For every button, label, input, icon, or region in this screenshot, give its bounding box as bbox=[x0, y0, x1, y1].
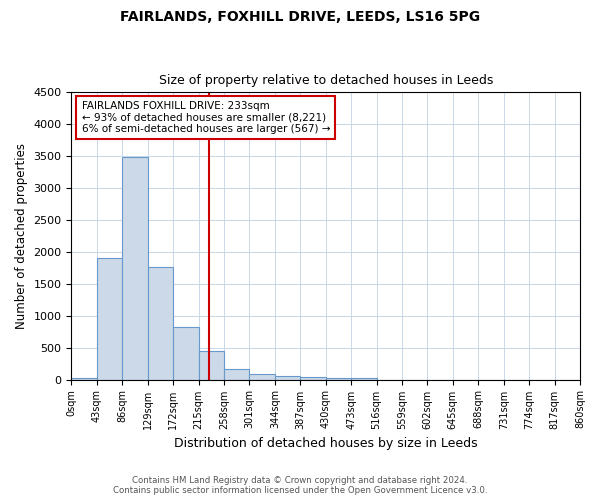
Bar bbox=[148, 267, 173, 380]
Bar bbox=[199, 351, 224, 380]
Bar bbox=[71, 378, 97, 380]
Y-axis label: Number of detached properties: Number of detached properties bbox=[15, 143, 28, 329]
Bar bbox=[275, 376, 300, 380]
Bar bbox=[97, 258, 122, 380]
Bar bbox=[122, 157, 148, 380]
Text: FAIRLANDS, FOXHILL DRIVE, LEEDS, LS16 5PG: FAIRLANDS, FOXHILL DRIVE, LEEDS, LS16 5P… bbox=[120, 10, 480, 24]
X-axis label: Distribution of detached houses by size in Leeds: Distribution of detached houses by size … bbox=[174, 437, 478, 450]
Bar bbox=[351, 378, 377, 380]
Bar bbox=[173, 326, 199, 380]
Text: Contains HM Land Registry data © Crown copyright and database right 2024.
Contai: Contains HM Land Registry data © Crown c… bbox=[113, 476, 487, 495]
Bar bbox=[250, 374, 275, 380]
Title: Size of property relative to detached houses in Leeds: Size of property relative to detached ho… bbox=[158, 74, 493, 87]
Bar bbox=[326, 378, 351, 380]
Bar bbox=[224, 370, 250, 380]
Bar bbox=[300, 377, 326, 380]
Text: FAIRLANDS FOXHILL DRIVE: 233sqm
← 93% of detached houses are smaller (8,221)
6% : FAIRLANDS FOXHILL DRIVE: 233sqm ← 93% of… bbox=[82, 101, 330, 134]
